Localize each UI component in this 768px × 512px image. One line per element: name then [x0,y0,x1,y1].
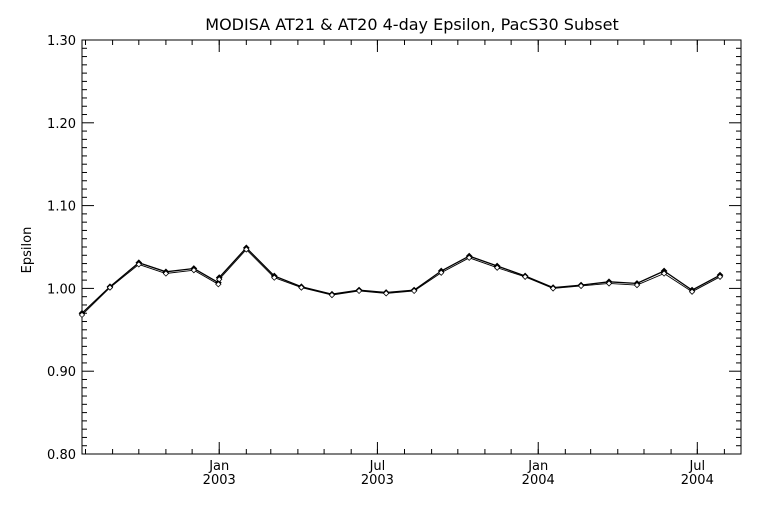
y-axis-label: Epsilon [20,227,35,274]
series-2-point [328,291,336,299]
series-2-point [298,284,305,291]
series-2-point [521,273,529,280]
x-tick-month-label: Jan [208,459,229,474]
series-2-point [410,287,418,295]
y-tick-label: 1.30 [47,34,76,49]
series-2-point [215,281,222,288]
series-2-point [78,311,86,319]
series-2-point [633,281,641,289]
series-2-point [162,270,170,277]
series-2-point [243,246,250,253]
series-2-point [382,290,390,297]
y-tick-label: 0.90 [47,365,76,380]
series-2-point [271,274,278,281]
chart-title: MODISA AT21 & AT20 4-day Epsilon, PacS30… [205,15,618,34]
y-tick-label: 1.20 [47,117,76,132]
series-2-point [688,288,696,295]
series-2-point [577,282,585,290]
x-tick-month-label: Jan [527,459,548,474]
plot-frame [81,39,742,455]
x-tick-year-label: 2003 [203,473,236,488]
x-tick-year-label: 2003 [361,473,394,488]
series-1-line [81,246,721,314]
series-2-point [716,273,724,280]
series-2-point [466,254,473,261]
series-2-point [106,284,114,291]
series-2-point [493,264,501,271]
series-2-point [605,280,613,287]
y-tick-label: 1.00 [47,282,76,297]
series-2-point [549,285,557,292]
x-tick-month-label: Jul [688,459,705,474]
x-tick-month-label: Jul [369,459,386,474]
series-2-point [135,261,142,268]
series-2-point [438,269,445,276]
axis-ticks: 1.301.201.101.000.900.80Jan2003Jul2003Ja… [47,34,741,488]
y-tick-label: 0.80 [47,448,76,463]
y-tick-label: 1.10 [47,200,76,215]
series-2-point [216,276,223,283]
x-tick-year-label: 2004 [522,473,555,488]
x-tick-year-label: 2004 [681,473,714,488]
series-2-point [660,270,668,277]
series-group [78,244,724,319]
series-2-point [355,287,363,295]
series-2-point [190,267,198,274]
